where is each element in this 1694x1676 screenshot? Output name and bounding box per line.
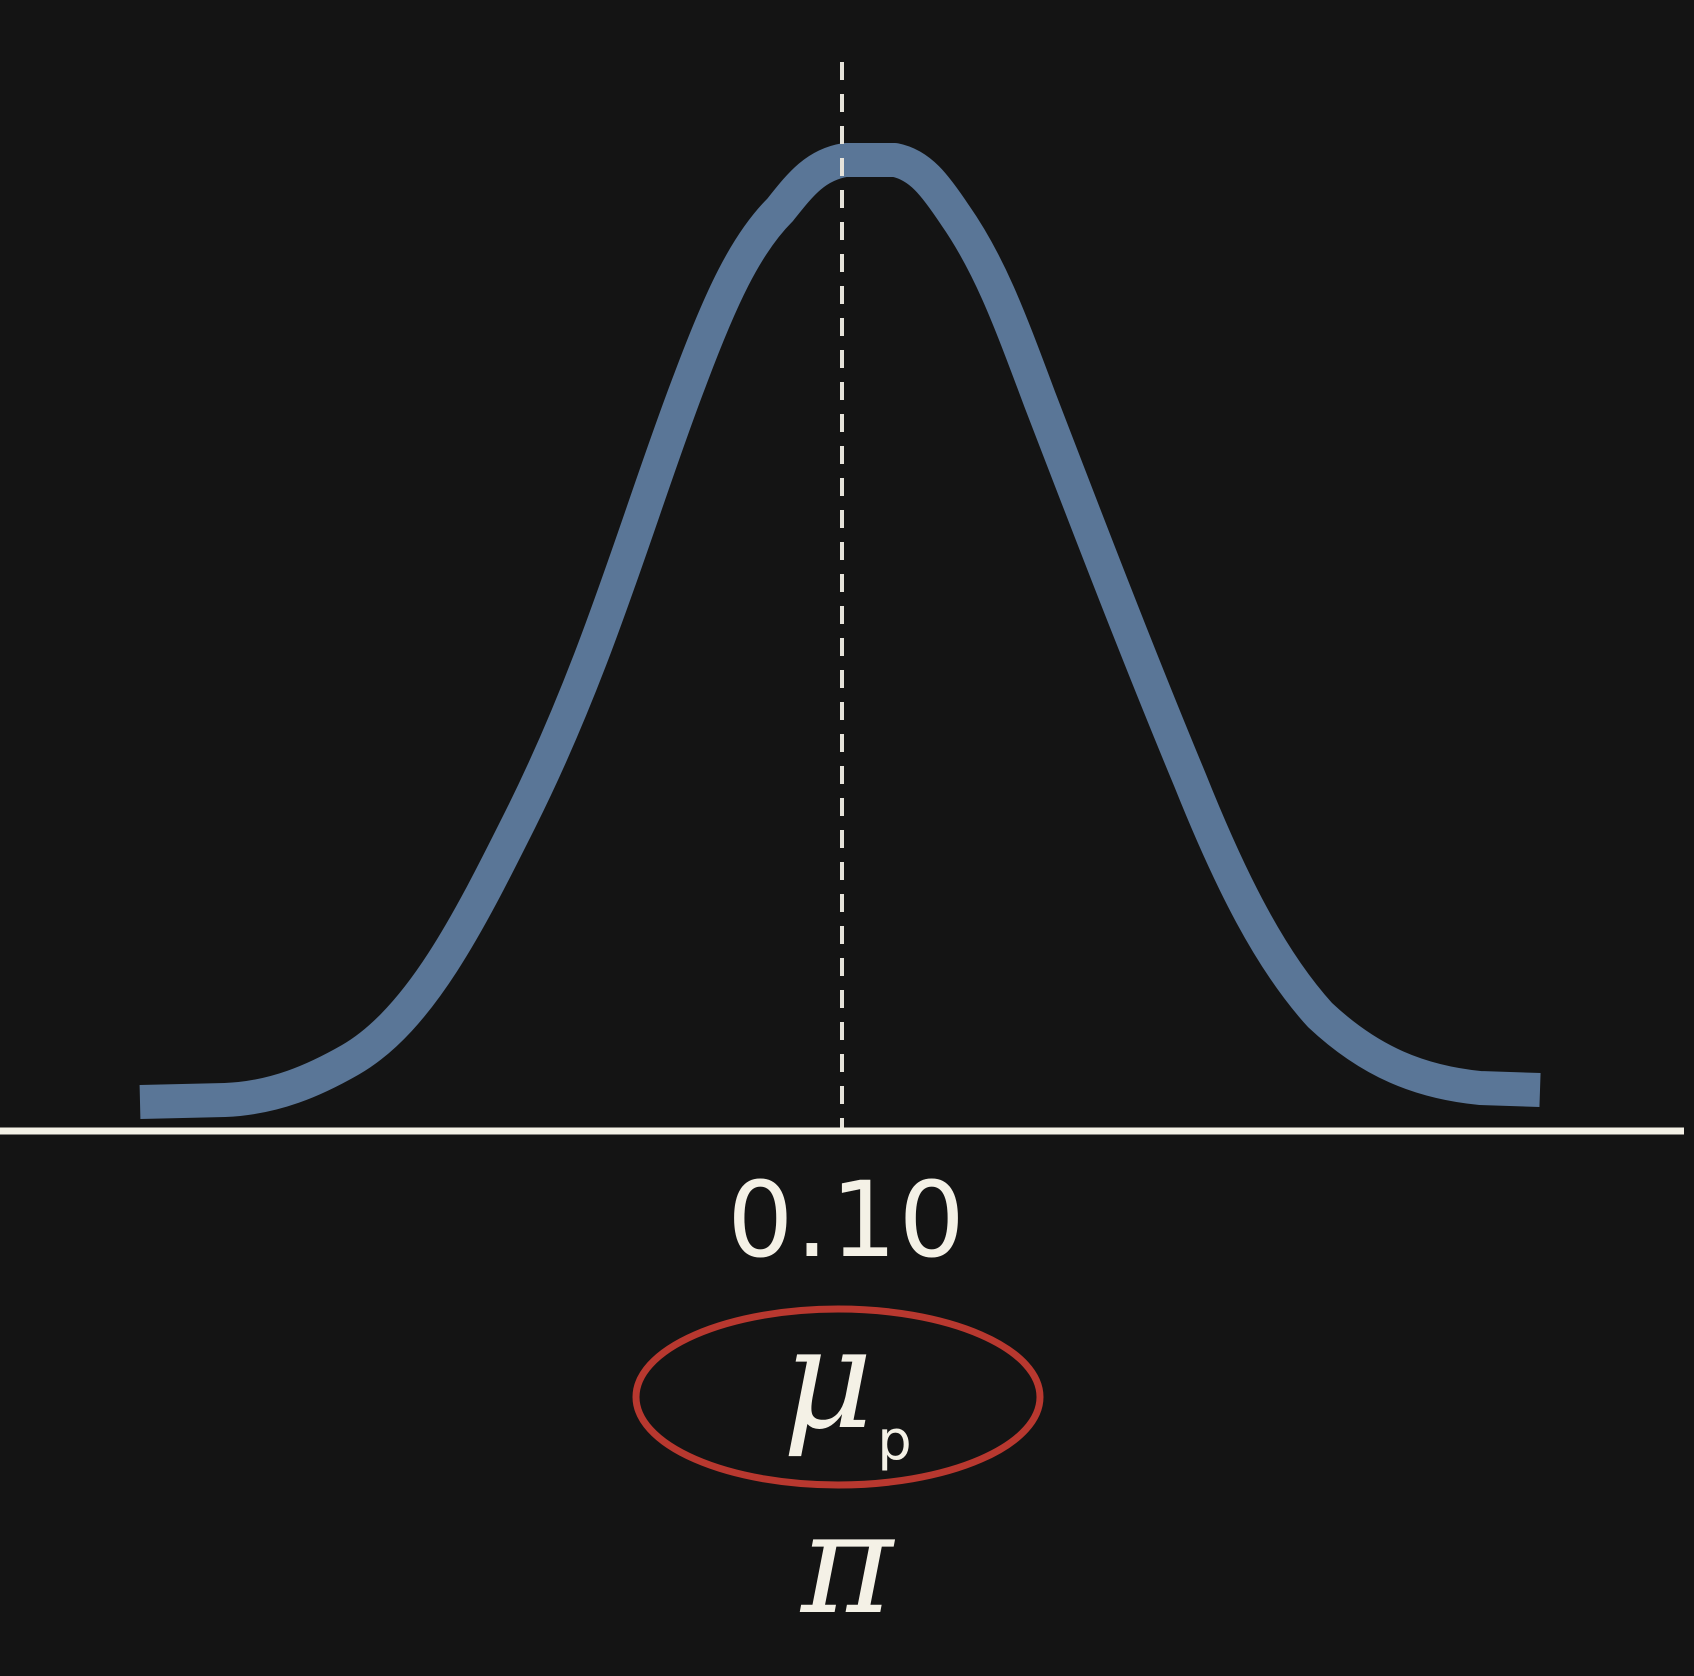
parameter-symbol-label: π bbox=[800, 1483, 893, 1646]
center-value-label: 0.10 bbox=[727, 1159, 967, 1281]
bell-curve bbox=[139, 143, 1541, 1119]
highlight-ellipse bbox=[632, 1305, 1044, 1489]
mu-subscript: p bbox=[877, 1409, 912, 1473]
mu-symbol: μ bbox=[782, 1298, 874, 1461]
mean-symbol-label: μp bbox=[0, 1305, 1694, 1516]
